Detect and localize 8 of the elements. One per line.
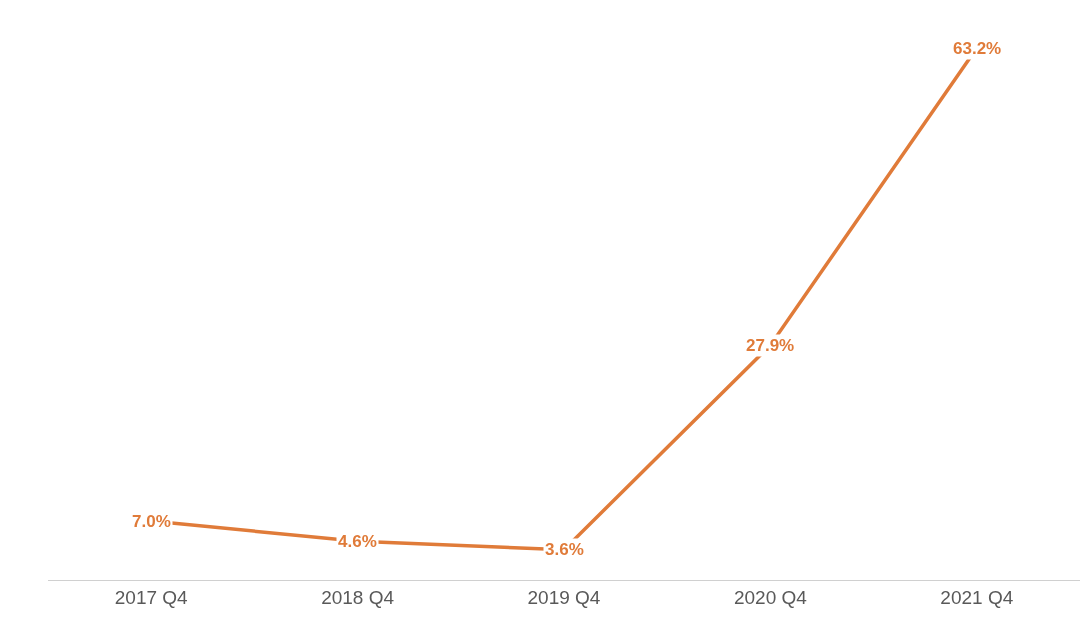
x-tick-label: 2021 Q4 bbox=[940, 586, 1014, 608]
x-tick-label: 2017 Q4 bbox=[114, 586, 189, 608]
data-label: 27.9% bbox=[746, 336, 795, 355]
x-tick-label: 2018 Q4 bbox=[321, 586, 395, 608]
data-label: 7.0% bbox=[132, 512, 171, 531]
data-label: 63.2% bbox=[953, 39, 1002, 58]
x-tick-label: 2020 Q4 bbox=[733, 586, 808, 608]
x-tick-label: 2019 Q4 bbox=[527, 586, 601, 608]
